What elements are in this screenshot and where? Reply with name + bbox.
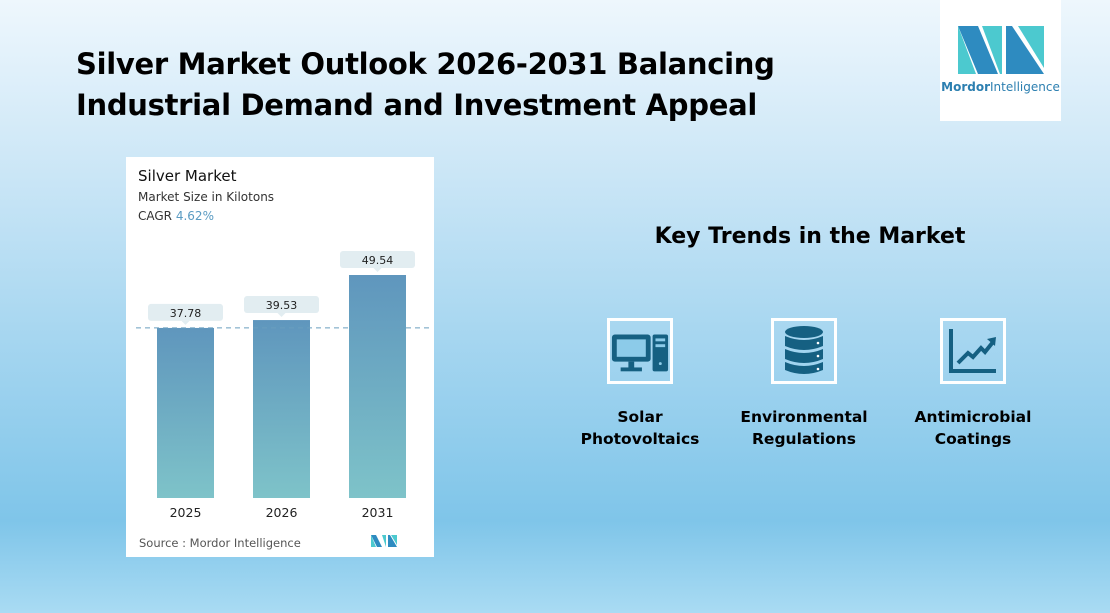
bar-chart: 37.78 2025 39.53 2026 49.54 2031 — [136, 251, 430, 520]
title-line: Industrial Demand and Investment Appeal — [76, 88, 757, 122]
value-label: 39.53 — [266, 299, 298, 312]
database-icon — [785, 326, 823, 374]
value-label-pointer — [181, 320, 190, 325]
trend-label: Regulations — [752, 430, 856, 448]
value-label-pointer — [373, 268, 382, 272]
icon-box — [607, 318, 673, 384]
logo-text: MordorIntelligence — [941, 80, 1060, 94]
cagr: CAGR 4.62% — [138, 209, 214, 223]
page-title: Silver Market Outlook 2026-2031 Balancin… — [76, 44, 775, 126]
trend-solar-photovoltaics: Solar Photovoltaics — [560, 318, 720, 450]
icon-box — [940, 318, 1006, 384]
value-label-bg — [340, 251, 415, 268]
value-label: 49.54 — [362, 254, 394, 267]
icon-box — [771, 318, 837, 384]
trend-label: Photovoltaics — [580, 430, 700, 448]
trend-label: Antimicrobial — [914, 408, 1032, 426]
source-text: Source : Mordor Intelligence — [139, 536, 301, 550]
trend-label: Coatings — [934, 430, 1012, 448]
chart-subtitle: Market Size in Kilotons — [138, 190, 275, 204]
trend-environmental-regulations: Environmental Regulations — [724, 318, 884, 450]
bar-2026 — [253, 320, 310, 498]
value-label-bg — [148, 303, 223, 321]
value-label-pointer — [277, 313, 286, 318]
computer-icon — [611, 334, 669, 372]
mordor-intelligence-logo: MordorIntelligence — [940, 0, 1061, 121]
chart-card: Silver Market Market Size in Kilotons CA… — [126, 157, 434, 557]
trend-label: Solar — [617, 408, 663, 426]
value-label: 37.78 — [170, 307, 202, 320]
growth-chart-icon — [949, 329, 996, 373]
title-line: Silver Market Outlook 2026-2031 Balancin… — [76, 47, 775, 81]
logo-mark-icon — [958, 26, 1044, 74]
category-label: 2031 — [362, 505, 394, 520]
category-label: 2026 — [266, 505, 298, 520]
key-trends-heading: Key Trends in the Market — [654, 224, 966, 249]
trend-antimicrobial-coatings: Antimicrobial Coatings — [893, 318, 1053, 450]
bar-2025 — [157, 327, 214, 498]
category-label: 2025 — [170, 505, 202, 520]
trend-label: Environmental — [740, 408, 868, 426]
source-logo-icon — [371, 535, 397, 547]
chart-title: Silver Market — [138, 167, 237, 185]
cagr-value: 4.62% — [175, 209, 214, 223]
bar-2031 — [349, 275, 406, 498]
value-label-bg — [244, 296, 319, 314]
